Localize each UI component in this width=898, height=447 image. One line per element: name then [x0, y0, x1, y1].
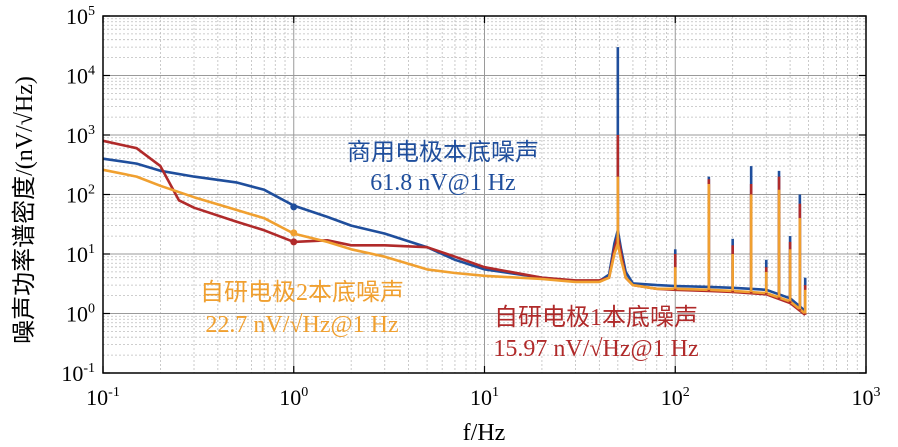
series-line-2 [102, 168, 807, 315]
y-tick-label: 100 [66, 302, 95, 327]
y-tick-label: 10-1 [61, 361, 95, 386]
x-tick-label: 10-1 [86, 385, 120, 410]
y-tick-label: 105 [66, 4, 95, 29]
marker-1hz-1 [290, 238, 298, 246]
annotation-commercial-title: 商用电极本底噪声 [347, 139, 539, 166]
annotation-commercial-value: 61.8 nV@1 Hz [370, 170, 515, 196]
x-tick-label: 103 [852, 385, 881, 410]
y-tick-label: 103 [66, 123, 95, 148]
x-tick-label: 102 [661, 385, 690, 410]
y-tick-label: 104 [66, 64, 95, 89]
marker-1hz-0 [290, 203, 298, 211]
x-tick-label: 100 [279, 385, 308, 410]
annotation-electrode1-title: 自研电极1本底噪声 [494, 304, 698, 331]
annotation-electrode2-value: 22.7 nV/√Hz@1 Hz [205, 312, 398, 338]
ticks-layer: 10-1 100 101 102 103 10-1 100 101 102 103 104 105 [61, 4, 880, 410]
annotation-electrode1-value: 15.97 nV/√Hz@1 Hz [493, 336, 698, 362]
series-layer [102, 47, 807, 316]
major-grid [103, 16, 866, 373]
marker-1hz-2 [290, 229, 298, 237]
x-tick-label: 101 [470, 385, 499, 410]
y-axis-title: 噪声功率谱密度/(nV/√Hz) [11, 76, 38, 344]
annotation-electrode2-title: 自研电极2本底噪声 [200, 279, 404, 306]
annotation-layer: 商用电极本底噪声 61.8 nV@1 Hz 自研电极2本底噪声 22.7 nV/… [200, 139, 699, 362]
y-tick-label: 101 [66, 242, 95, 267]
x-axis-title: f/Hz [463, 420, 506, 446]
y-tick-label: 102 [66, 183, 95, 208]
